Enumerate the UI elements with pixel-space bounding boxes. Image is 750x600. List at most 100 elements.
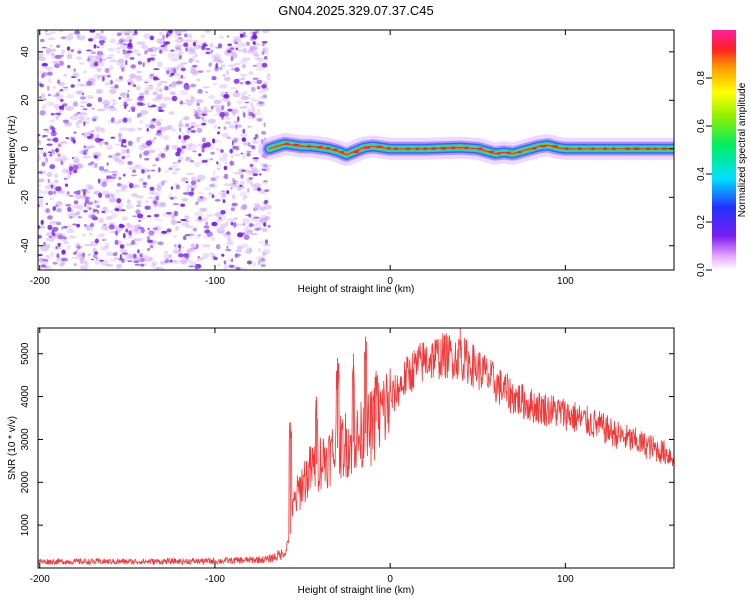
noise-speck xyxy=(75,121,80,126)
noise-blob xyxy=(190,160,195,163)
noise-blob xyxy=(226,35,230,38)
noise-speck xyxy=(135,76,143,82)
noise-blob xyxy=(149,35,155,41)
noise-blob xyxy=(247,187,250,193)
noise-blob xyxy=(111,173,118,176)
noise-speck xyxy=(252,185,258,191)
noise-speck xyxy=(164,170,169,173)
noise-blob xyxy=(164,259,170,264)
noise-blob xyxy=(51,232,56,237)
noise-speck xyxy=(38,203,44,208)
noise-speck xyxy=(172,53,181,58)
noise-speck xyxy=(190,96,195,103)
noise-blob xyxy=(87,162,93,166)
noise-speck xyxy=(99,178,108,182)
noise-blob xyxy=(258,101,264,105)
noise-blob xyxy=(115,152,121,157)
spectrogram-y-tick-label: -20 xyxy=(20,190,31,205)
noise-blob xyxy=(46,143,53,146)
noise-blob xyxy=(48,190,54,196)
noise-blob xyxy=(192,227,198,232)
noise-speck xyxy=(181,132,186,137)
snr-x-label: Height of straight line (km) xyxy=(298,585,415,596)
noise-speck xyxy=(38,51,44,58)
noise-speck xyxy=(260,217,268,223)
noise-speck xyxy=(250,97,256,100)
noise-speck xyxy=(75,211,81,216)
noise-blob xyxy=(183,136,187,141)
noise-speck xyxy=(89,233,93,236)
noise-speck xyxy=(60,261,66,266)
noise-blob xyxy=(235,47,239,51)
noise-blob xyxy=(198,216,202,220)
noise-blob xyxy=(132,215,138,218)
noise-blob xyxy=(252,31,257,35)
noise-speck xyxy=(45,232,54,237)
noise-speck xyxy=(223,117,232,120)
noise-speck xyxy=(159,201,167,208)
noise-blob xyxy=(258,260,261,265)
noise-speck xyxy=(186,172,195,175)
noise-speck xyxy=(194,161,201,168)
noise-speck xyxy=(160,202,166,207)
noise-blob xyxy=(127,140,133,146)
noise-blob xyxy=(214,46,221,49)
noise-speck xyxy=(38,178,45,182)
noise-blob xyxy=(137,112,142,118)
noise-speck xyxy=(115,47,122,50)
noise-blob xyxy=(54,54,62,59)
noise-blob xyxy=(201,159,208,163)
noise-blob xyxy=(77,216,82,219)
noise-blob xyxy=(139,153,142,159)
noise-speck xyxy=(163,253,170,260)
noise-blob xyxy=(40,73,45,79)
noise-blob xyxy=(247,142,251,147)
noise-blob xyxy=(176,80,183,85)
snr-y-label: SNR (10 * v/v) xyxy=(7,416,18,480)
noise-speck xyxy=(126,222,131,225)
noise-speck xyxy=(239,106,243,109)
noise-speck xyxy=(96,67,102,72)
noise-blob xyxy=(149,245,154,249)
noise-blob xyxy=(149,124,156,129)
noise-speck xyxy=(38,56,46,61)
noise-speck xyxy=(201,119,208,123)
noise-speck xyxy=(164,125,174,131)
noise-speck xyxy=(71,256,79,260)
noise-speck xyxy=(239,133,249,137)
noise-blob xyxy=(129,56,135,60)
noise-blob xyxy=(263,180,268,183)
noise-speck xyxy=(76,83,84,87)
noise-speck xyxy=(261,30,270,34)
noise-blob xyxy=(132,169,137,173)
noise-blob xyxy=(157,241,164,246)
noise-blob xyxy=(103,169,109,171)
noise-blob xyxy=(243,112,246,118)
noise-blob xyxy=(165,211,173,215)
noise-blob xyxy=(130,64,136,69)
noise-speck xyxy=(94,126,103,132)
noise-blob xyxy=(133,253,137,259)
noise-blob xyxy=(41,161,46,167)
noise-blob xyxy=(110,176,116,180)
noise-blob xyxy=(252,207,258,212)
noise-blob xyxy=(252,173,258,176)
noise-speck xyxy=(266,73,271,77)
noise-speck xyxy=(96,32,101,36)
noise-blob xyxy=(38,226,41,229)
noise-speck xyxy=(167,52,175,59)
noise-blob xyxy=(177,37,183,40)
noise-speck xyxy=(184,144,192,150)
noise-blob xyxy=(65,137,70,140)
noise-speck xyxy=(186,184,193,189)
noise-speck xyxy=(118,160,125,165)
noise-speck xyxy=(136,70,142,74)
noise-speck xyxy=(241,64,247,68)
noise-speck xyxy=(242,228,249,232)
noise-speck xyxy=(75,90,84,94)
noise-speck xyxy=(94,259,101,265)
noise-blob xyxy=(237,116,240,122)
noise-speck xyxy=(86,58,95,63)
noise-speck xyxy=(96,75,101,80)
noise-speck xyxy=(213,99,222,105)
